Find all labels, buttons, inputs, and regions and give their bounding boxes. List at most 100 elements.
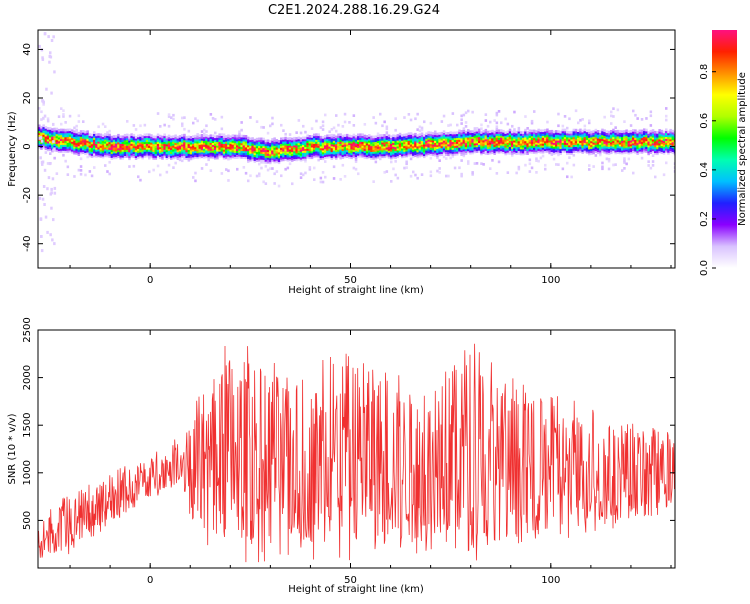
spectrogram-cell xyxy=(238,151,241,155)
spectrogram-cell xyxy=(225,150,228,154)
spectrogram-cell xyxy=(238,144,241,147)
spectrogram-cell xyxy=(148,156,151,160)
spectrogram-cell xyxy=(423,155,426,159)
spectrogram-cell xyxy=(460,172,463,176)
spectrogram-cell xyxy=(489,138,492,141)
spectrogram-cell xyxy=(64,138,67,142)
spectrogram-cell xyxy=(599,140,602,143)
spectrogram-cell xyxy=(601,134,604,138)
spectrogram-cell xyxy=(357,139,360,143)
spectrogram-cell xyxy=(412,155,415,158)
spectrogram-cell xyxy=(436,169,439,173)
spectrogram-cell xyxy=(53,242,56,246)
spectrogram-cell xyxy=(418,146,422,150)
spectrogram-cell xyxy=(99,137,103,141)
spectrogram-cell xyxy=(315,139,318,142)
spectrogram-cell xyxy=(231,144,235,147)
spectrogram-cell xyxy=(152,137,155,141)
spectrogram-cell xyxy=(469,132,472,135)
spectrogram-cell xyxy=(139,141,142,145)
spectrogram-cell xyxy=(368,151,371,155)
spectrogram-cell xyxy=(106,170,109,173)
spectrogram-cell xyxy=(352,133,356,137)
spectrogram-cell xyxy=(588,135,591,138)
spectrogram-cell xyxy=(484,136,488,140)
spectrogram-cell xyxy=(405,139,408,142)
spectrogram-cell xyxy=(214,131,217,135)
spectrogram-cell xyxy=(126,120,129,123)
spectrogram-cell xyxy=(154,137,158,141)
spectrogram-cell xyxy=(535,145,538,149)
spectrogram-cell xyxy=(42,124,45,128)
spectrogram-cell xyxy=(194,144,197,148)
spectrogram-cell xyxy=(447,145,450,149)
spectrogram-cell xyxy=(134,155,138,158)
spectrogram-cell xyxy=(260,141,263,145)
spectrogram-cell xyxy=(346,155,349,158)
spectrogram-cell xyxy=(77,131,81,135)
spectrogram-cell xyxy=(546,147,549,151)
spectrogram-cell xyxy=(95,133,98,137)
spectrogram-cell xyxy=(537,130,540,134)
spectrogram-cell xyxy=(467,109,470,113)
spectrogram-cell xyxy=(88,133,92,136)
spectrogram-cell xyxy=(77,114,81,118)
spectrogram-cell xyxy=(181,124,184,128)
spectrogram-cell xyxy=(42,138,45,141)
spectrogram-cell xyxy=(374,137,378,140)
spectrogram-cell xyxy=(658,146,661,150)
spectrogram-cell xyxy=(295,154,298,158)
spectrogram-cell xyxy=(605,136,609,139)
spectrogram-cell xyxy=(216,156,219,160)
spectrogram-cell xyxy=(535,159,538,162)
spectrogram-cell xyxy=(167,138,171,142)
spectrogram-cell xyxy=(315,144,318,148)
spectrogram-cell xyxy=(495,144,499,148)
spectrogram-cell xyxy=(71,146,74,150)
spectrogram-cell xyxy=(236,167,239,171)
spectrogram-cell xyxy=(427,131,430,134)
spectrogram-cell xyxy=(429,139,433,143)
spectrogram-cell xyxy=(227,146,230,149)
spectrogram-cell xyxy=(368,136,371,139)
spectrogram-cell xyxy=(55,139,59,142)
spectrogram-cell xyxy=(581,131,584,135)
spectrogram-cell xyxy=(192,147,195,150)
spectrogram-cell xyxy=(550,141,554,145)
spectrogram-cell xyxy=(451,143,455,146)
spectrogram-cell xyxy=(431,147,435,151)
spectrogram-cell xyxy=(187,147,191,150)
spectrogram-cell xyxy=(658,150,661,154)
spectrogram-cell xyxy=(324,138,327,142)
spectrogram-cell xyxy=(95,143,98,146)
spectrogram-cell xyxy=(361,133,364,137)
spectrogram-cell xyxy=(467,160,470,163)
spectrogram-cell xyxy=(438,147,441,151)
spectrogram-cell xyxy=(480,133,483,136)
spectrogram-cell xyxy=(66,144,70,147)
spectrogram-cell xyxy=(491,129,494,133)
spectrogram-cell xyxy=(420,149,424,153)
spectrogram-cell xyxy=(66,132,70,136)
spectrogram-cell xyxy=(357,143,360,146)
spectrogram-cell xyxy=(522,140,525,144)
spectrogram-cell xyxy=(240,150,243,153)
spectrogram-cell xyxy=(599,130,602,133)
spectrogram-cell xyxy=(60,146,63,149)
spectrogram-cell xyxy=(607,136,611,140)
spectrogram-cell xyxy=(126,145,129,148)
spectrogram-cell xyxy=(108,141,111,145)
colorbar-tick-label: 0.6 xyxy=(699,113,710,129)
spectrogram-cell xyxy=(563,138,567,141)
spectrogram-cell xyxy=(84,144,87,148)
spectrogram-cell xyxy=(528,133,532,136)
spectrogram-cell xyxy=(112,141,116,144)
spectrogram-cell xyxy=(332,134,336,137)
spectrogram-cell xyxy=(385,131,389,134)
spectrogram-cell xyxy=(500,138,503,142)
spectrogram-cell xyxy=(513,141,516,145)
spectrogram-cell xyxy=(436,146,439,149)
spectrogram-cell xyxy=(275,139,279,142)
spectrogram-cell xyxy=(643,130,646,134)
spectrogram-cell xyxy=(339,141,342,144)
